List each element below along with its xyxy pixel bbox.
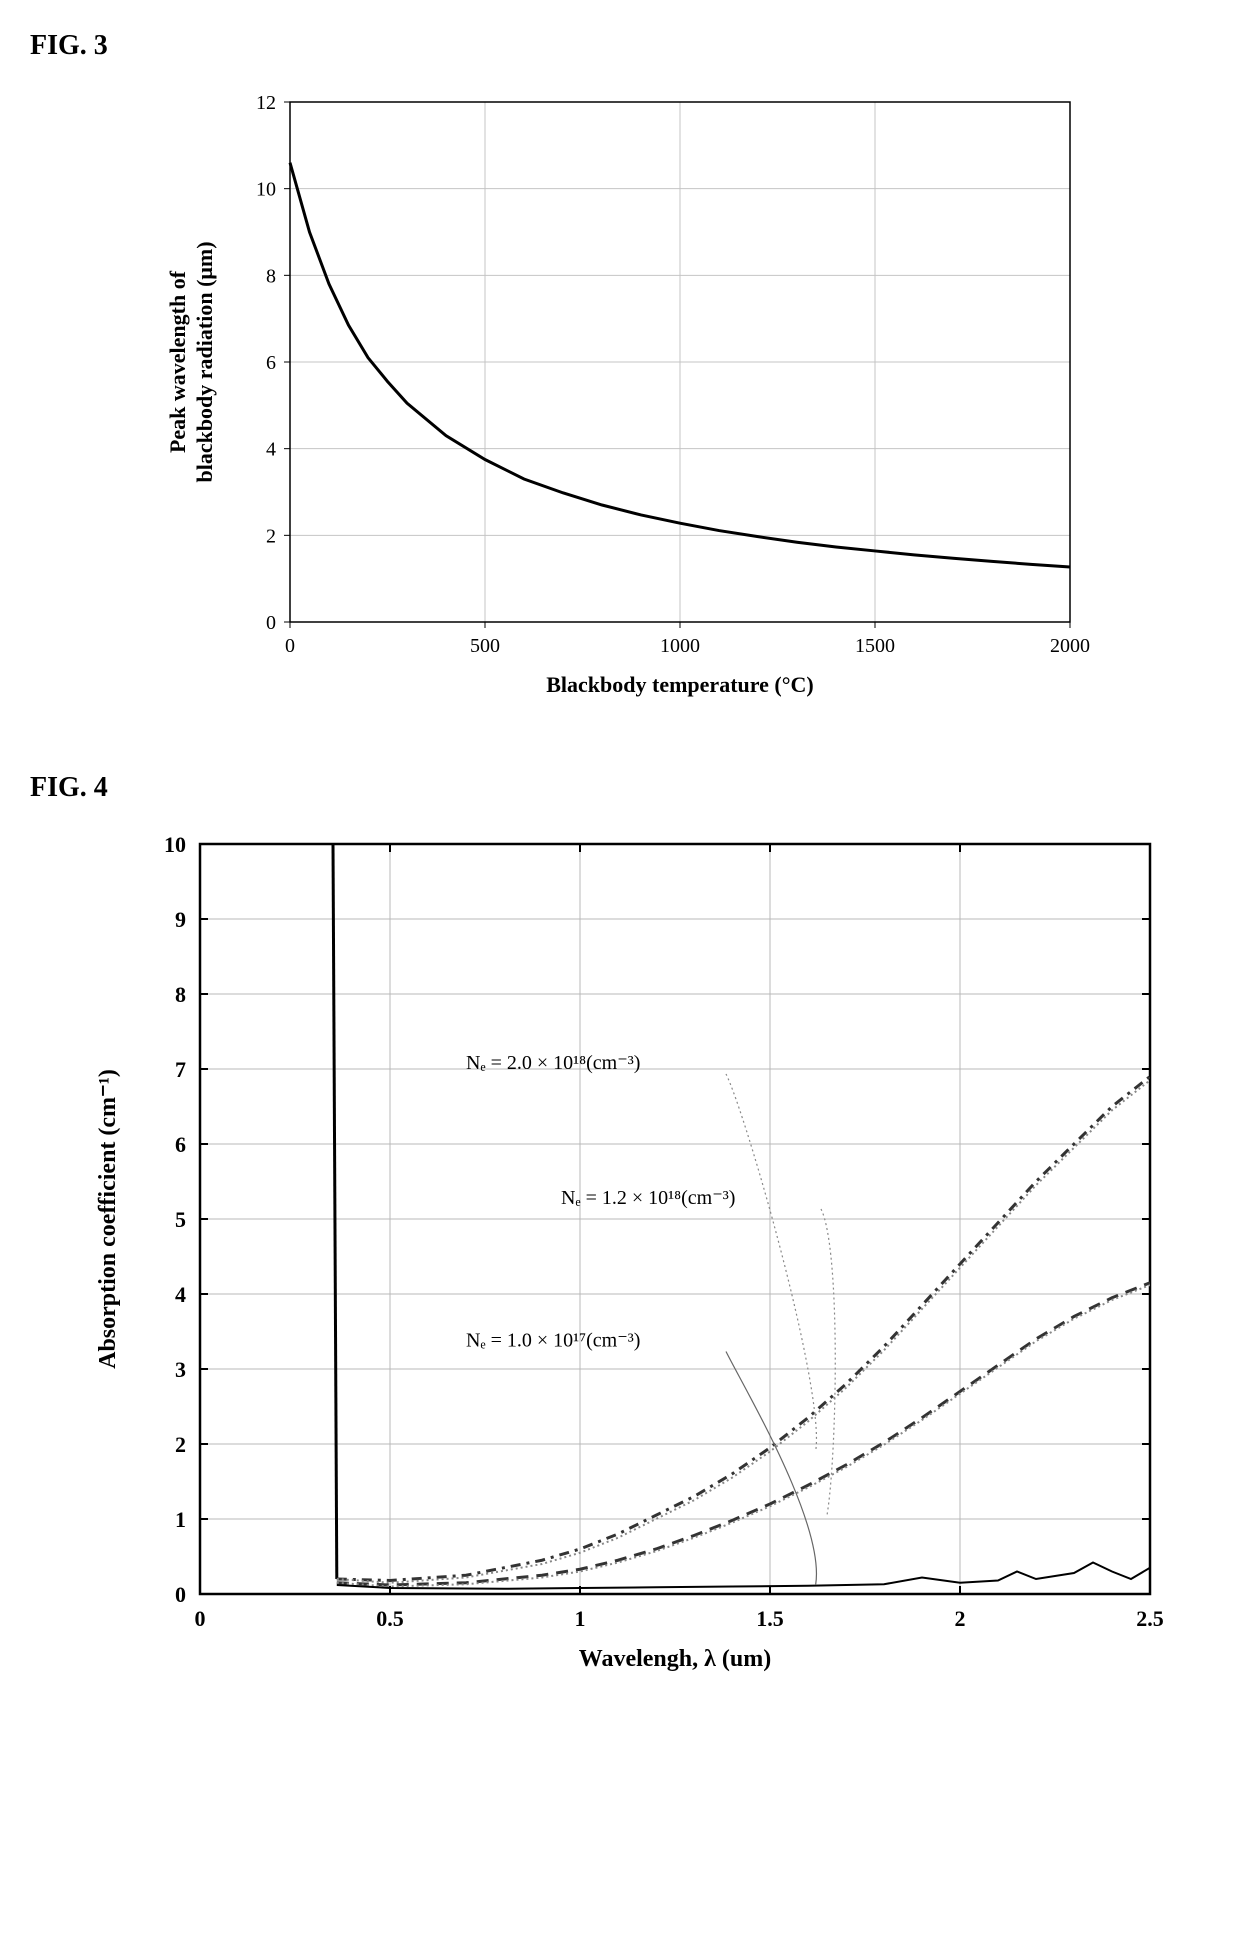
svg-text:7: 7 xyxy=(175,1057,186,1082)
svg-text:500: 500 xyxy=(470,635,500,657)
fig4-chart: 0 0.5 1 1.5 2 2.5 0 1 2 3 4 5 6 7 8 9 10 Wavelengh, λ (um… xyxy=(30,824,1210,1684)
svg-text:6: 6 xyxy=(266,352,276,374)
svg-text:Absorption coefficient (cm⁻¹): Absorption coefficient (cm⁻¹) xyxy=(95,1069,121,1369)
svg-text:0: 0 xyxy=(266,612,276,634)
svg-text:2: 2 xyxy=(266,525,276,547)
svg-text:Wavelengh, λ (um): Wavelengh, λ (um) xyxy=(579,1646,771,1672)
svg-text:Nₑ = 1.2 × 10¹⁸(cm⁻³): Nₑ = 1.2 × 10¹⁸(cm⁻³) xyxy=(561,1187,735,1209)
svg-text:Nₑ = 2.0 × 10¹⁸(cm⁻³): Nₑ = 2.0 × 10¹⁸(cm⁻³) xyxy=(466,1052,640,1074)
svg-text:1.5: 1.5 xyxy=(756,1606,784,1631)
fig3-label: FIG. 3 xyxy=(30,30,1210,62)
svg-text:2: 2 xyxy=(175,1432,186,1457)
svg-text:Blackbody temperature (°C): Blackbody temperature (°C) xyxy=(546,672,813,697)
svg-text:3: 3 xyxy=(175,1357,186,1382)
svg-text:0: 0 xyxy=(195,1606,206,1631)
svg-text:1: 1 xyxy=(175,1507,186,1532)
svg-text:5: 5 xyxy=(175,1207,186,1232)
svg-text:2.5: 2.5 xyxy=(1136,1606,1164,1631)
svg-text:1: 1 xyxy=(575,1606,586,1631)
svg-text:10: 10 xyxy=(256,179,276,201)
svg-text:0: 0 xyxy=(175,1582,186,1607)
fig4-label: FIG. 4 xyxy=(30,772,1210,804)
svg-text:0.5: 0.5 xyxy=(376,1606,404,1631)
svg-text:9: 9 xyxy=(175,907,186,932)
svg-text:Nₑ = 1.0 × 10¹⁷(cm⁻³): Nₑ = 1.0 × 10¹⁷(cm⁻³) xyxy=(466,1330,640,1352)
svg-text:4: 4 xyxy=(175,1282,186,1307)
svg-text:10: 10 xyxy=(164,832,186,857)
svg-text:2000: 2000 xyxy=(1050,635,1090,657)
svg-text:1000: 1000 xyxy=(660,635,700,657)
svg-text:blackbody radiation (μm): blackbody radiation (μm) xyxy=(192,241,217,482)
fig3-chart: 0 500 1000 1500 2000 0 2 4 6 8 10 12 Blackbody tempe… xyxy=(30,82,1210,712)
svg-text:2: 2 xyxy=(955,1606,966,1631)
svg-text:1500: 1500 xyxy=(855,635,895,657)
svg-text:8: 8 xyxy=(175,982,186,1007)
svg-text:12: 12 xyxy=(256,92,276,114)
svg-text:6: 6 xyxy=(175,1132,186,1157)
svg-text:4: 4 xyxy=(266,439,276,461)
svg-text:0: 0 xyxy=(285,635,295,657)
svg-text:Peak wavelength of: Peak wavelength of xyxy=(165,270,190,453)
svg-text:8: 8 xyxy=(266,265,276,287)
